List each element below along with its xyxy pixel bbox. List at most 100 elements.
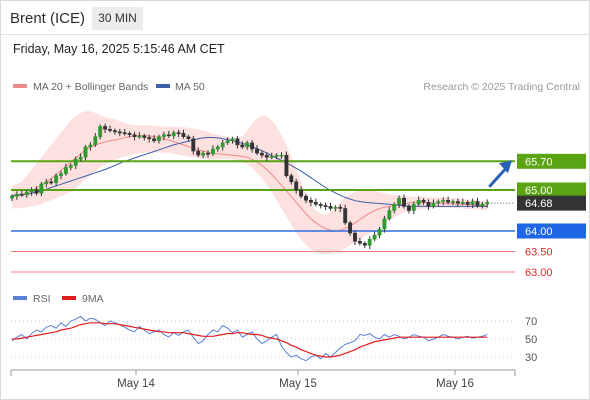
candle-body xyxy=(338,206,343,209)
candle-body xyxy=(68,165,73,168)
projection-arrow-head xyxy=(499,160,512,174)
candle-body xyxy=(431,202,436,207)
candle-body xyxy=(98,126,103,137)
x-tick-label: May 16 xyxy=(436,378,474,390)
candle-body xyxy=(93,136,98,146)
x-tick-label: May 14 xyxy=(117,378,155,390)
candle-body xyxy=(152,138,157,142)
candle-body xyxy=(411,204,416,211)
candle-body xyxy=(402,197,406,207)
candle-body xyxy=(348,222,353,234)
candle-body xyxy=(201,152,206,156)
candle-body xyxy=(323,205,328,208)
candle-body xyxy=(284,154,289,176)
candle-body xyxy=(29,189,34,193)
candle-body xyxy=(289,175,294,183)
candle-body xyxy=(73,159,78,166)
candle-body xyxy=(206,152,210,155)
candle-body xyxy=(240,144,245,148)
candle-body xyxy=(421,200,426,203)
legend-label-ma50: MA 50 xyxy=(175,81,205,93)
candle-body xyxy=(161,134,166,137)
candle-body xyxy=(230,138,235,142)
candle-body xyxy=(210,148,215,155)
candle-body xyxy=(377,228,382,236)
candle-body xyxy=(294,181,299,191)
legend-swatch-ma20 xyxy=(13,84,27,88)
candle-body xyxy=(157,136,161,142)
candle-body xyxy=(19,193,24,196)
candle-body xyxy=(181,133,186,137)
candle-body xyxy=(112,130,117,133)
candle-body xyxy=(78,156,83,160)
candle-body xyxy=(416,200,421,205)
candle-body xyxy=(406,206,411,211)
candle-body xyxy=(245,142,250,148)
timeframe-button[interactable]: 30 MIN xyxy=(92,7,143,30)
candle-body xyxy=(259,152,264,156)
candle-body xyxy=(372,234,377,240)
candle-body xyxy=(436,201,441,204)
candle-body xyxy=(362,243,367,246)
candle-body xyxy=(24,191,29,196)
candle-body xyxy=(142,135,147,138)
candle-body xyxy=(460,202,465,204)
candle-body xyxy=(313,202,318,205)
candle-body xyxy=(88,144,93,148)
candle-body xyxy=(215,146,220,150)
candle-body xyxy=(44,181,49,185)
level-tag-64.00 xyxy=(517,223,586,239)
candle-body xyxy=(264,154,269,158)
candle-body xyxy=(34,189,39,194)
rsi-legend-swatch xyxy=(13,296,27,300)
candle-body xyxy=(485,202,490,205)
level-label-65.00: 65.00 xyxy=(525,185,553,197)
candle-body xyxy=(387,210,392,219)
candle-body xyxy=(382,218,387,230)
instrument-title: Brent (ICE) xyxy=(10,10,86,27)
candle-body xyxy=(299,189,304,197)
candle-body xyxy=(63,167,68,174)
level-tag-65.70 xyxy=(517,153,586,169)
candle-body xyxy=(441,200,446,202)
timestamp: Friday, May 16, 2025 5:15:46 AM CET xyxy=(13,42,225,56)
candle-body xyxy=(269,156,274,158)
candle-body xyxy=(103,126,108,130)
legend-label-ma20: MA 20 + Bollinger Bands xyxy=(33,81,148,93)
rsi-tick-30: 30 xyxy=(525,352,537,364)
candle-body xyxy=(318,204,323,206)
candle-body xyxy=(343,208,348,224)
candle-body xyxy=(426,202,431,207)
candle-body xyxy=(304,195,308,201)
candle-body xyxy=(14,193,19,197)
candle-body xyxy=(397,197,402,205)
level-label-64.00: 64.00 xyxy=(525,226,553,238)
rsi9ma-legend-label: 9MA xyxy=(82,293,104,305)
candle-body xyxy=(367,238,372,246)
candle-body xyxy=(196,150,201,156)
candle-body xyxy=(171,132,176,137)
candle-body xyxy=(127,133,132,135)
rsi9ma-legend-swatch xyxy=(62,296,76,300)
candle-body xyxy=(117,131,122,134)
candle-body xyxy=(250,142,255,150)
candle-body xyxy=(137,135,142,138)
level-label-63.00: 63.00 xyxy=(525,267,553,279)
level-tag-65.00 xyxy=(517,182,586,198)
bollinger-band-fill xyxy=(12,111,488,254)
rsi-legend-label: RSI xyxy=(33,293,51,305)
candle-body xyxy=(59,173,63,176)
candle-body xyxy=(186,136,191,139)
rsi-tick-50: 50 xyxy=(525,334,537,346)
candle-body xyxy=(392,204,397,211)
candle-body xyxy=(475,201,480,206)
candle-body xyxy=(470,201,475,205)
legend-swatch-ma50 xyxy=(156,84,170,88)
candle-body xyxy=(279,154,284,157)
candle-body xyxy=(455,201,460,204)
candle-body xyxy=(83,146,88,158)
candle-body xyxy=(353,232,357,242)
candle-body xyxy=(480,203,485,206)
ma50-line xyxy=(11,137,488,207)
